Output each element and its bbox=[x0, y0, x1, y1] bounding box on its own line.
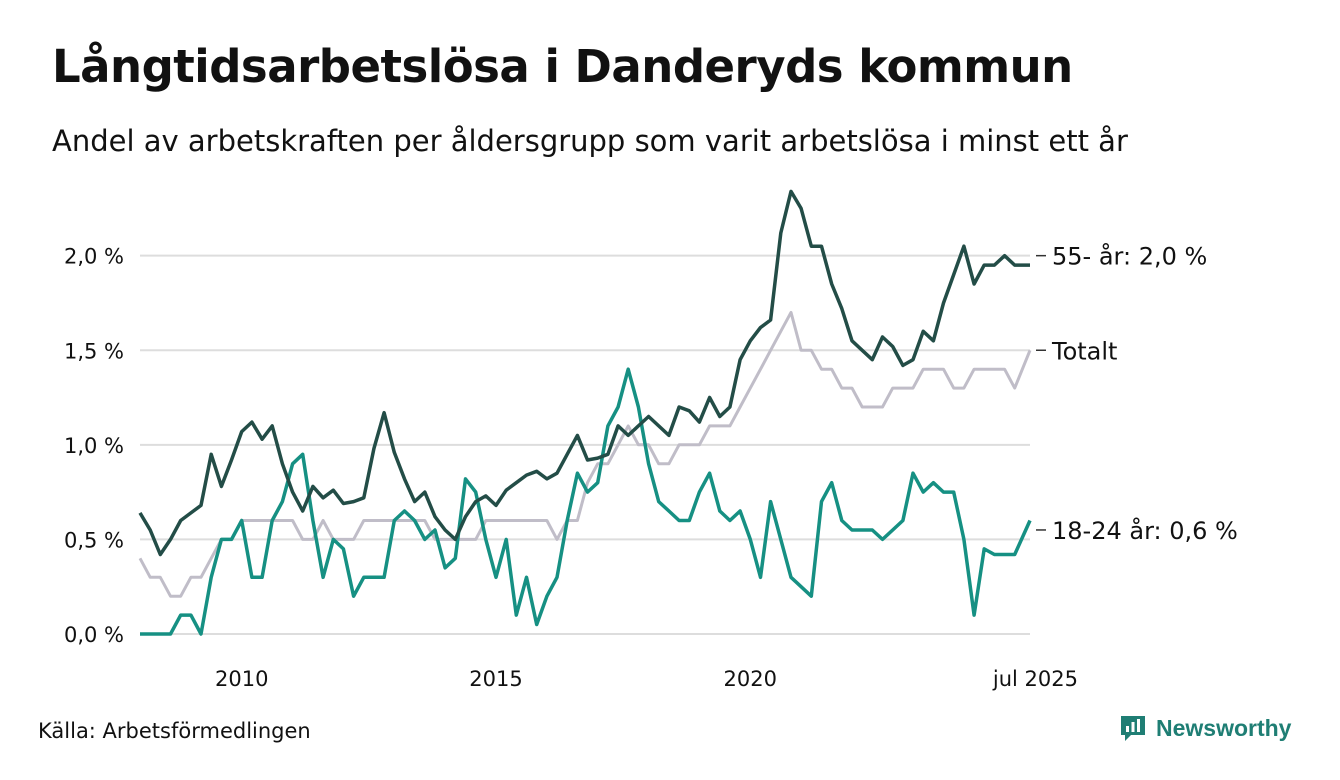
series-line-s1824 bbox=[140, 367, 1032, 636]
end-label-s1824: 18-24 år: 0,6 % bbox=[1052, 516, 1238, 545]
newsworthy-logo-icon bbox=[1121, 716, 1145, 741]
brand-name: Newsworthy bbox=[1156, 714, 1292, 741]
end-label-total: Totalt bbox=[1051, 337, 1117, 365]
chart-title: Långtidsarbetslösa i Danderyds kommun bbox=[52, 40, 1073, 93]
end-label-s55: 55- år: 2,0 % bbox=[1052, 242, 1207, 271]
x-tick-label-0: 2010 bbox=[215, 667, 268, 691]
y-tick-label-4: 2,0 % bbox=[64, 245, 124, 269]
chart-subtitle: Andel av arbetskraften per åldersgrupp s… bbox=[52, 124, 1128, 158]
source-note: Källa: Arbetsförmedlingen bbox=[38, 719, 311, 743]
y-tick-label-1: 0,5 % bbox=[64, 528, 124, 552]
y-tick-label-0: 0,0 % bbox=[64, 623, 124, 647]
brand-logo[interactable]: Newsworthy bbox=[1118, 713, 1291, 743]
x-tick-label-2: 2020 bbox=[724, 667, 777, 691]
x-tick-label-3: jul 2025 bbox=[992, 667, 1078, 691]
x-tick-label-1: 2015 bbox=[469, 667, 522, 691]
series-line-s55 bbox=[138, 189, 1030, 557]
series-line-total bbox=[138, 310, 1032, 598]
y-tick-label-2: 1,0 % bbox=[64, 434, 124, 458]
y-tick-label-3: 1,5 % bbox=[64, 339, 124, 363]
